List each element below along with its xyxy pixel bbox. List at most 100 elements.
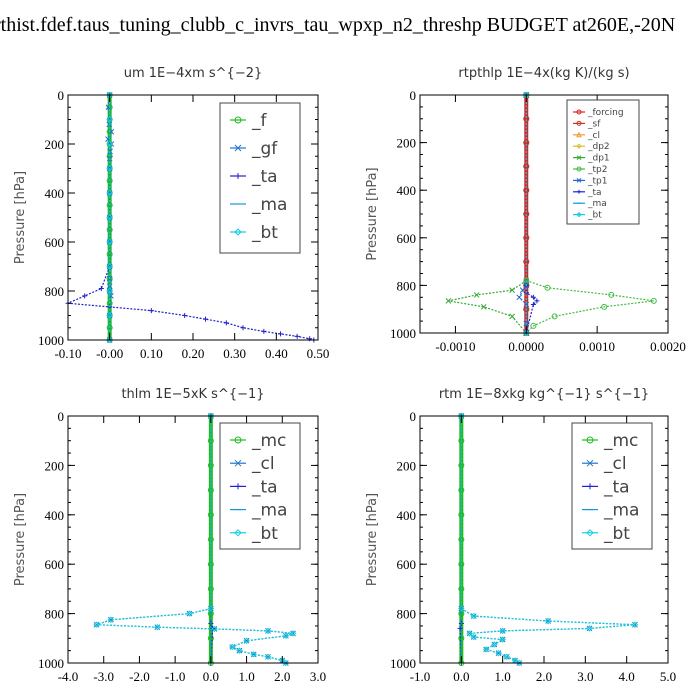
data-point xyxy=(106,251,113,258)
data-point xyxy=(458,605,465,612)
data-point xyxy=(93,621,100,628)
data-point xyxy=(544,284,551,291)
data-point xyxy=(458,610,465,617)
x-tick-label: 4.0 xyxy=(619,669,635,684)
data-point xyxy=(207,462,214,469)
x-tick-label: 0.20 xyxy=(182,346,205,361)
chart-panel-2: rtpthlp 1E−4x(kg K)/(kg s) Pressure [hPa]… xyxy=(365,66,686,354)
data-point xyxy=(523,211,530,217)
series-line xyxy=(96,416,294,664)
data-point xyxy=(530,301,536,307)
x-tick-label: 2.0 xyxy=(536,669,552,684)
data-point xyxy=(601,303,608,310)
data-point xyxy=(495,650,502,656)
x-tick-label: 0.0000 xyxy=(508,339,544,354)
y-axis-label: Pressure [hPa] xyxy=(13,493,28,586)
legend-marker xyxy=(234,228,242,236)
x-tick-label: 1.0 xyxy=(495,669,511,684)
legend-marker xyxy=(576,120,582,126)
data-point xyxy=(445,298,452,304)
data-point xyxy=(282,632,290,640)
data-point xyxy=(207,536,214,543)
data-point xyxy=(98,286,104,292)
data-point xyxy=(523,187,530,194)
legend-entry: _mc xyxy=(251,431,286,451)
data-point xyxy=(154,623,161,631)
data-point xyxy=(491,641,498,648)
y-tick-label: 1000 xyxy=(390,326,416,341)
data-point xyxy=(207,437,214,444)
data-point xyxy=(307,336,313,342)
data-point xyxy=(523,277,530,284)
chart-title: thlm 1E−5xK s^{−1} xyxy=(121,387,264,402)
legend-entry: _ta xyxy=(603,477,630,497)
data-point xyxy=(106,283,113,289)
data-point xyxy=(515,659,523,667)
data-point xyxy=(631,621,639,628)
legend: _mc _cl _ta _ma _bt xyxy=(219,422,301,550)
legend-entry: _cl xyxy=(603,454,627,474)
legend-marker xyxy=(234,116,242,124)
legend-entry: _ta xyxy=(251,167,278,187)
data-point xyxy=(250,651,257,658)
data-point xyxy=(264,653,272,661)
y-tick-label: 200 xyxy=(45,458,65,473)
legend-entry: _gf xyxy=(251,139,278,159)
page-title: rthist.fdef.taus_tuning_clubb_c_invrs_ta… xyxy=(0,14,676,36)
data-point xyxy=(207,561,214,568)
data-point xyxy=(473,292,480,298)
legend-marker xyxy=(576,131,582,138)
legend-entry: _dp1 xyxy=(587,154,610,164)
legend-entry: _f xyxy=(251,111,268,131)
data-point xyxy=(207,511,214,518)
legend-entry: _dp2 xyxy=(587,142,610,152)
data-point xyxy=(458,487,465,494)
data-point xyxy=(466,630,473,637)
legend-entry: _ta xyxy=(587,188,602,198)
legend-marker xyxy=(576,143,582,149)
data-point xyxy=(250,651,257,658)
y-tick-label: 0 xyxy=(58,409,65,424)
data-point xyxy=(470,612,477,620)
data-point xyxy=(106,312,113,319)
data-point xyxy=(499,636,506,643)
legend-marker xyxy=(586,529,594,537)
x-tick-label: -4.0 xyxy=(58,669,79,684)
data-point xyxy=(458,462,465,469)
legend-marker xyxy=(234,529,242,537)
series-line xyxy=(525,95,654,334)
legend-marker xyxy=(235,483,241,490)
x-tick-label: -0.0010 xyxy=(435,339,475,354)
data-point xyxy=(106,128,113,135)
legend-marker xyxy=(235,173,241,179)
data-point xyxy=(516,294,523,301)
legend: _forcing_sf _cl_dp2 _dp1_tp2_tp1 _ta_ma _bt xyxy=(566,99,640,225)
y-tick-label: 800 xyxy=(397,607,417,622)
y-axis-label: Pressure [hPa] xyxy=(13,171,28,264)
data-point xyxy=(82,293,88,299)
data-point xyxy=(480,303,487,310)
y-tick-label: 600 xyxy=(45,557,65,572)
data-point xyxy=(458,511,465,518)
data-point xyxy=(509,287,515,294)
x-tick-label: 0.40 xyxy=(265,346,288,361)
data-point xyxy=(106,214,113,221)
y-tick-label: 600 xyxy=(397,231,417,246)
x-tick-label: -2.0 xyxy=(129,669,150,684)
x-tick-label: 5.0 xyxy=(660,669,676,684)
data-point xyxy=(108,293,114,299)
y-tick-label: 200 xyxy=(397,136,417,151)
legend-entry: _sf xyxy=(587,119,601,129)
data-point xyxy=(519,287,526,294)
legend-entry: _cl xyxy=(251,454,275,474)
data-point xyxy=(240,325,246,331)
y-axis-label: Pressure [hPa] xyxy=(365,167,380,260)
data-point xyxy=(106,189,113,197)
data-point xyxy=(148,308,154,314)
legend-entry: _bt xyxy=(587,211,602,221)
data-point xyxy=(294,333,300,339)
x-tick-label: 0.10 xyxy=(140,346,163,361)
data-point xyxy=(534,298,540,304)
x-tick-label: 0.0 xyxy=(203,669,219,684)
data-point xyxy=(243,637,250,644)
